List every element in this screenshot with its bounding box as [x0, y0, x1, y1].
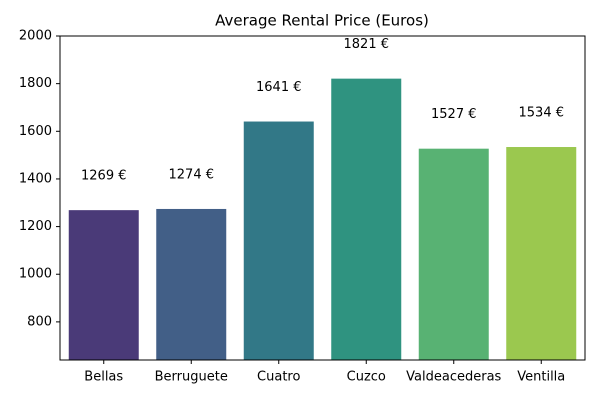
value-label: 1641 € [256, 80, 302, 95]
x-tick-label: Valdeacederas [406, 370, 501, 385]
value-label: 1534 € [519, 106, 565, 121]
bar [68, 210, 139, 360]
y-tick-label: 2000 [19, 29, 52, 44]
y-tick-label: 1000 [19, 267, 52, 282]
bar [506, 147, 577, 360]
plot-frame [59, 35, 586, 361]
y-tick-label: 800 [27, 314, 52, 329]
bar [156, 208, 227, 360]
y-tick-label: 1200 [19, 219, 52, 234]
x-tick-label: Cuzco [347, 370, 386, 385]
x-tick-label: Cuatro [257, 370, 300, 385]
bar [418, 148, 489, 360]
bar [331, 78, 402, 361]
y-tick-label: 1600 [19, 124, 52, 139]
x-tick-label: Ventilla [517, 370, 565, 385]
chart-title: Average Rental Price (Euros) [215, 12, 429, 30]
y-tick-label: 1800 [19, 76, 52, 91]
y-tick-label: 1400 [19, 171, 52, 186]
value-label: 1527 € [431, 107, 477, 122]
value-label: 1269 € [81, 169, 127, 184]
value-label: 1821 € [344, 37, 390, 52]
bar [243, 121, 314, 360]
value-label: 1274 € [169, 167, 215, 182]
x-tick-label: Bellas [84, 370, 123, 385]
x-tick-label: Berruguete [155, 370, 228, 385]
